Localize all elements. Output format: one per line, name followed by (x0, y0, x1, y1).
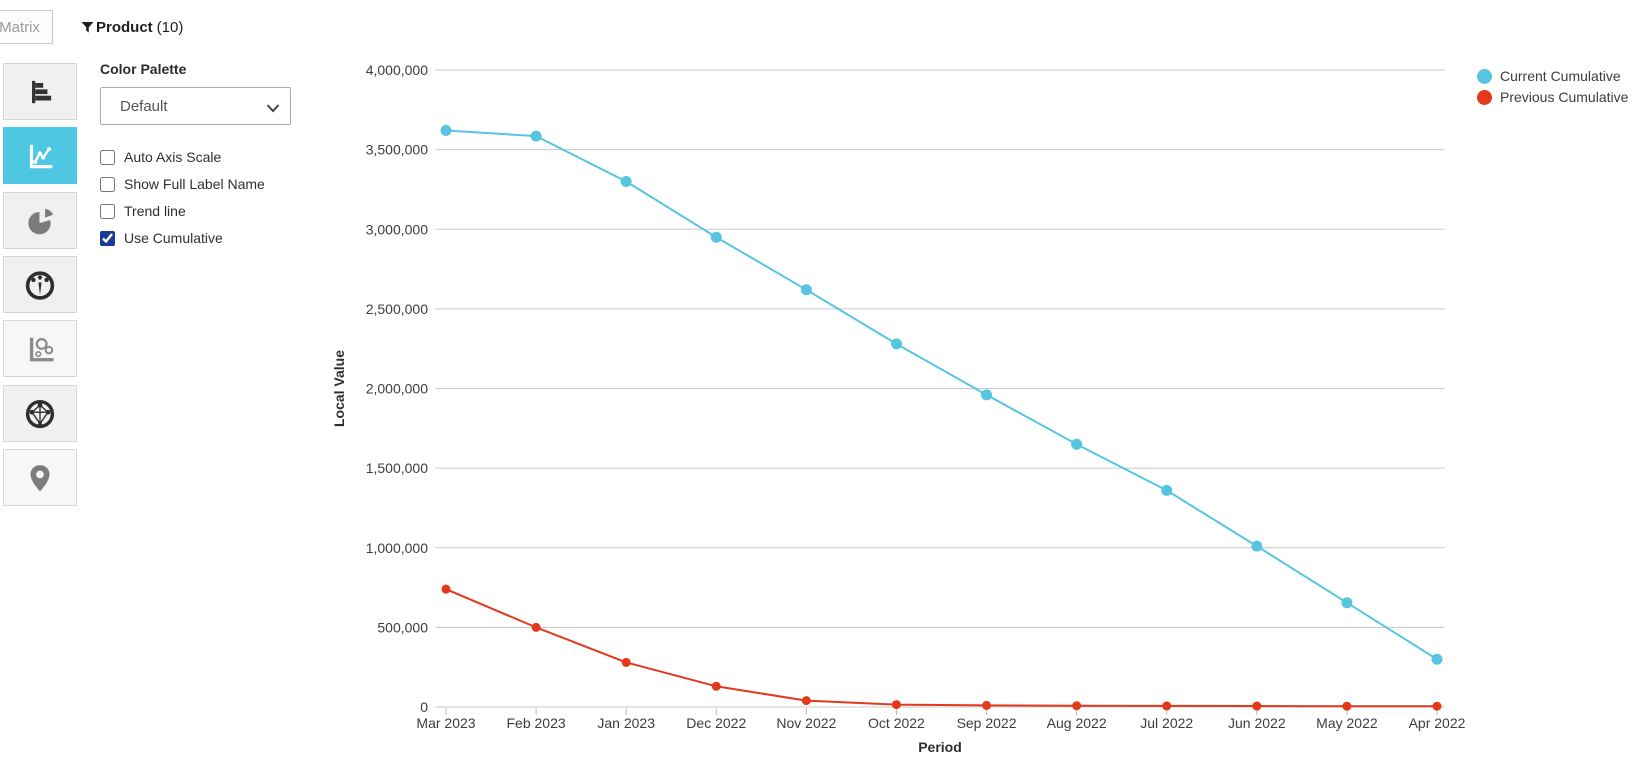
auto-axis-scale-checkbox[interactable] (100, 149, 115, 165)
sidebar-item-gauge-chart[interactable] (3, 256, 77, 313)
x-axis-tick-label: May 2022 (1316, 715, 1378, 731)
matrix-button[interactable]: Matrix (0, 10, 53, 44)
use-cumulative-label: Use Cumulative (124, 230, 223, 246)
data-point[interactable] (801, 696, 811, 706)
filter-name: Product (96, 19, 153, 36)
x-axis-title: Period (918, 739, 962, 755)
horizontal-bar-chart-icon (32, 80, 52, 103)
x-axis-tick-label: Aug 2022 (1047, 715, 1107, 731)
sidebar-item-map-chart[interactable] (3, 449, 77, 506)
chart-options-checkboxes: Auto Axis Scale Show Full Label Name Tre… (100, 147, 265, 248)
legend-swatch-icon (1477, 68, 1492, 84)
sidebar-item-scatter-chart[interactable] (3, 320, 77, 377)
map-pin-icon (30, 464, 50, 491)
data-point[interactable] (1431, 653, 1443, 665)
matrix-button-label: Matrix (0, 18, 40, 36)
legend-item[interactable]: Previous Cumulative (1477, 89, 1628, 105)
data-point[interactable] (1162, 701, 1172, 711)
data-point[interactable] (800, 284, 812, 296)
radar-chart-icon (25, 399, 55, 428)
y-axis-tick-label: 2,000,000 (366, 381, 428, 397)
show-full-label-name-checkbox[interactable] (100, 176, 115, 192)
use-cumulative-checkbox[interactable] (100, 230, 115, 246)
color-palette-select[interactable]: Default (100, 87, 291, 125)
data-point[interactable] (441, 584, 451, 594)
legend-swatch-icon (1477, 89, 1492, 105)
x-axis-tick-label: Jul 2022 (1140, 715, 1193, 731)
trend-line-row: Trend line (100, 201, 265, 221)
legend-label: Current Cumulative (1500, 68, 1621, 84)
data-point[interactable] (621, 657, 631, 667)
data-point[interactable] (1341, 597, 1353, 609)
series-line-0 (445, 129, 1438, 661)
x-axis-tick-label: Jun 2022 (1228, 715, 1286, 731)
pie-chart-icon (28, 208, 54, 234)
data-point[interactable] (982, 700, 992, 710)
filter-funnel-icon (81, 21, 94, 34)
data-point[interactable] (710, 231, 722, 243)
data-point[interactable] (1071, 438, 1083, 450)
data-point[interactable] (1251, 540, 1263, 552)
y-axis-tick-label: 3,000,000 (366, 221, 428, 237)
legend-item[interactable]: Current Cumulative (1477, 68, 1628, 84)
data-point[interactable] (981, 389, 993, 401)
x-axis-tick-label: Mar 2023 (416, 715, 475, 731)
data-point[interactable] (530, 130, 542, 142)
data-point[interactable] (620, 175, 632, 187)
sidebar-item-line-chart[interactable] (3, 127, 77, 184)
x-axis-tick-label: Sep 2022 (957, 715, 1017, 731)
y-axis-tick-label: 3,500,000 (366, 142, 428, 158)
y-axis-tick-label: 1,000,000 (366, 540, 428, 556)
trend-line-label: Trend line (124, 203, 186, 219)
y-axis-tick-label: 1,500,000 (366, 460, 428, 476)
filter-bar[interactable]: Product (10) (81, 19, 183, 36)
auto-axis-scale-row: Auto Axis Scale (100, 147, 265, 167)
data-point[interactable] (531, 622, 541, 632)
y-axis-tick-label: 0 (420, 699, 428, 715)
data-point[interactable] (890, 338, 902, 350)
data-point[interactable] (1161, 484, 1173, 496)
auto-axis-scale-label: Auto Axis Scale (124, 149, 222, 165)
data-point[interactable] (1072, 701, 1082, 711)
x-axis-tick-label: Oct 2022 (868, 715, 925, 731)
y-axis-title: Local Value (331, 350, 347, 427)
filter-count: (10) (156, 19, 184, 36)
scatter-chart-icon (29, 337, 54, 361)
gauge-chart-icon (25, 270, 55, 300)
chart-legend: Current Cumulative Previous Cumulative (1477, 68, 1628, 105)
data-point[interactable] (711, 681, 721, 691)
x-axis-tick-label: Feb 2023 (507, 715, 566, 731)
data-point[interactable] (891, 700, 901, 710)
data-point[interactable] (1252, 701, 1262, 711)
y-axis-tick-label: 500,000 (377, 619, 428, 635)
x-axis-tick-label: Nov 2022 (776, 715, 836, 731)
legend-label: Previous Cumulative (1500, 89, 1629, 105)
color-palette-select-wrap: Default (100, 87, 291, 125)
series-line-1 (445, 588, 1437, 708)
data-point[interactable] (1432, 701, 1442, 711)
x-axis-tick-label: Dec 2022 (686, 715, 746, 731)
x-axis-tick-label: Jan 2023 (597, 715, 655, 731)
show-full-label-name-row: Show Full Label Name (100, 174, 265, 194)
trend-line-checkbox[interactable] (100, 203, 115, 219)
sidebar-item-pie-chart[interactable] (3, 192, 77, 249)
line-chart-icon (29, 144, 53, 168)
color-palette-label: Color Palette (100, 61, 187, 77)
show-full-label-name-label: Show Full Label Name (124, 176, 265, 192)
y-axis-tick-label: 4,000,000 (366, 62, 428, 78)
x-axis-tick-label: Apr 2022 (1409, 715, 1466, 731)
use-cumulative-row: Use Cumulative (100, 228, 265, 248)
sidebar-item-radar-chart[interactable] (3, 385, 77, 442)
sidebar-item-horizontal-bar-chart[interactable] (3, 63, 77, 120)
y-axis-tick-label: 2,500,000 (366, 301, 428, 317)
data-point[interactable] (440, 125, 452, 137)
data-point[interactable] (1342, 701, 1352, 711)
